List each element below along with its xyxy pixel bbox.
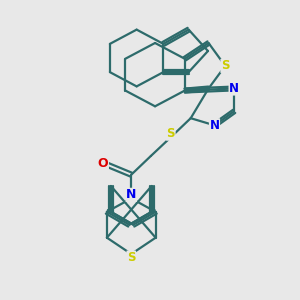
Text: S: S: [127, 251, 136, 264]
Text: N: N: [229, 82, 239, 95]
Text: S: S: [167, 127, 175, 140]
Text: O: O: [98, 157, 108, 170]
Text: N: N: [126, 188, 136, 201]
Text: N: N: [209, 119, 220, 132]
Text: S: S: [221, 59, 230, 72]
